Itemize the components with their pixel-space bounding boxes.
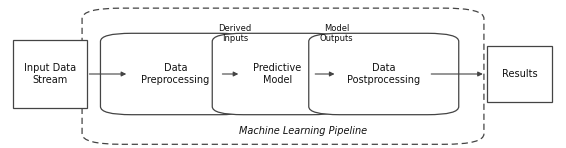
FancyBboxPatch shape [309, 33, 458, 115]
Text: Data
Preprocessing: Data Preprocessing [142, 63, 209, 85]
Text: Input Data
Stream: Input Data Stream [24, 63, 76, 85]
Text: Model
Outputs: Model Outputs [320, 24, 354, 43]
Text: Derived
Inputs: Derived Inputs [218, 24, 251, 43]
Text: Results: Results [502, 69, 537, 79]
Text: Data
Postprocessing: Data Postprocessing [347, 63, 421, 85]
Text: Machine Learning Pipeline: Machine Learning Pipeline [239, 126, 367, 136]
FancyBboxPatch shape [487, 46, 552, 102]
FancyBboxPatch shape [212, 33, 342, 115]
FancyBboxPatch shape [13, 40, 87, 108]
Text: Predictive
Model: Predictive Model [253, 63, 302, 85]
FancyBboxPatch shape [101, 33, 250, 115]
